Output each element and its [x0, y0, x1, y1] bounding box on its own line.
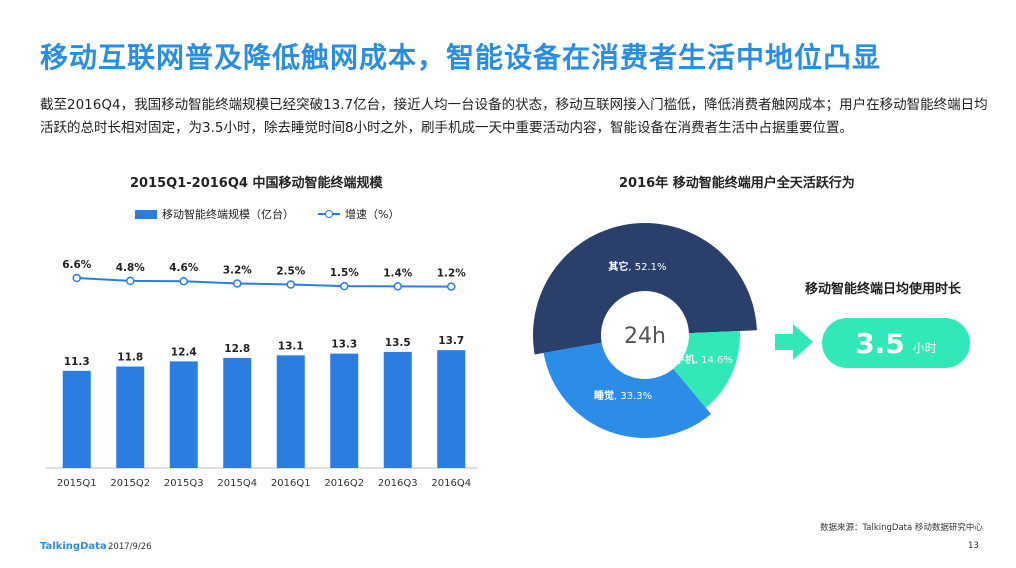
duration-value: 3.5: [855, 326, 905, 360]
growth-value-label: 6.6%: [62, 259, 92, 271]
description-text: 截至2016Q4，我国移动智能终端规模已经突破13.7亿台，接近人均一台设备的状…: [40, 97, 988, 136]
donut-chart: 其它, 52.1%刷手机, 14.6%睡觉, 33.3%24h: [533, 222, 757, 438]
duration-label: 移动智能终端日均使用时长: [805, 282, 962, 297]
growth-value-label: 1.5%: [330, 267, 360, 279]
donut-slice: [543, 335, 712, 438]
growth-value-label: 1.4%: [383, 267, 413, 279]
footer-date: 2017/9/26: [108, 542, 152, 552]
bar-value-label: 13.3: [331, 339, 357, 351]
growth-point: [393, 282, 402, 291]
growth-line: [76, 277, 452, 288]
growth-value-label: 1.2%: [437, 268, 467, 280]
growth-point: [286, 280, 295, 289]
page-title: 移动互联网普及降低触网成本，智能设备在消费者生活中地位凸显: [40, 41, 882, 74]
donut-center-label: 24h: [624, 324, 666, 349]
x-tick-label: 2016Q2: [324, 478, 364, 489]
growth-value-label: 4.6%: [169, 262, 199, 274]
growth-point: [72, 273, 81, 283]
growth-value-label: 4.8%: [116, 262, 146, 274]
bar-value-label: 13.7: [438, 335, 464, 347]
slice-label: 其它, 52.1%: [608, 260, 666, 273]
legend-bar-swatch: [135, 209, 157, 219]
growth-value-label: 2.5%: [276, 266, 306, 278]
right-arrow-icon: [775, 324, 813, 360]
x-tick-label: 2016Q1: [271, 478, 311, 489]
legend-label-growth: 增速（%）: [345, 208, 400, 221]
bar: [330, 353, 359, 468]
bar: [276, 355, 305, 468]
bar: [116, 366, 145, 468]
bar-line-chart: 11.3 2015Q1 11.8 2015Q2 12.4 2015Q3 12.8 2015Q4…: [46, 259, 478, 489]
growth-value-label: 3.2%: [223, 264, 253, 276]
bar-chart-legend: 移动智能终端规模（亿台） 增速（%）: [135, 206, 399, 222]
donut-slice: [533, 222, 757, 355]
bar-value-label: 11.8: [117, 352, 143, 364]
page-number: 13: [968, 541, 979, 551]
bar: [383, 351, 412, 468]
x-tick-label: 2016Q4: [431, 478, 471, 489]
bar-value-label: 13.1: [278, 340, 304, 352]
x-tick-label: 2015Q2: [110, 478, 150, 489]
growth-point: [179, 276, 188, 286]
bar: [437, 350, 466, 468]
duration-unit: 小时: [912, 340, 937, 355]
brand-logo: TalkingData: [40, 541, 107, 552]
growth-point: [340, 281, 349, 291]
bar-value-label: 12.4: [171, 346, 197, 358]
pie-chart-title: 2016年 移动智能终端用户全天活跃行为: [619, 176, 855, 191]
x-tick-label: 2016Q3: [378, 478, 418, 489]
x-tick-label: 2015Q3: [164, 478, 204, 489]
growth-point: [126, 276, 135, 286]
data-source: 数据来源：TalkingData 移动数据研究中心: [820, 523, 983, 533]
legend-line-swatch: [318, 209, 340, 219]
slice-label: 睡觉, 33.3%: [594, 389, 652, 402]
x-tick-label: 2015Q4: [217, 478, 257, 489]
growth-point: [233, 279, 242, 288]
bar-chart-title: 2015Q1-2016Q4 中国移动智能终端规模: [130, 176, 383, 191]
bar-value-label: 11.3: [64, 356, 90, 368]
bar-value-label: 12.8: [224, 343, 250, 355]
bar: [62, 370, 91, 468]
legend-item-growth: 增速（%）: [318, 206, 399, 222]
growth-point: [447, 282, 456, 291]
donut-hole: [601, 291, 689, 379]
legend-label-scale: 移动智能终端规模（亿台）: [162, 208, 294, 221]
bar: [223, 357, 252, 468]
x-tick-label: 2015Q1: [57, 478, 97, 489]
bar-value-label: 13.5: [385, 337, 411, 349]
duration-badge: 3.5 小时: [822, 318, 970, 368]
bar: [169, 361, 198, 468]
legend-item-scale: 移动智能终端规模（亿台）: [135, 206, 294, 222]
